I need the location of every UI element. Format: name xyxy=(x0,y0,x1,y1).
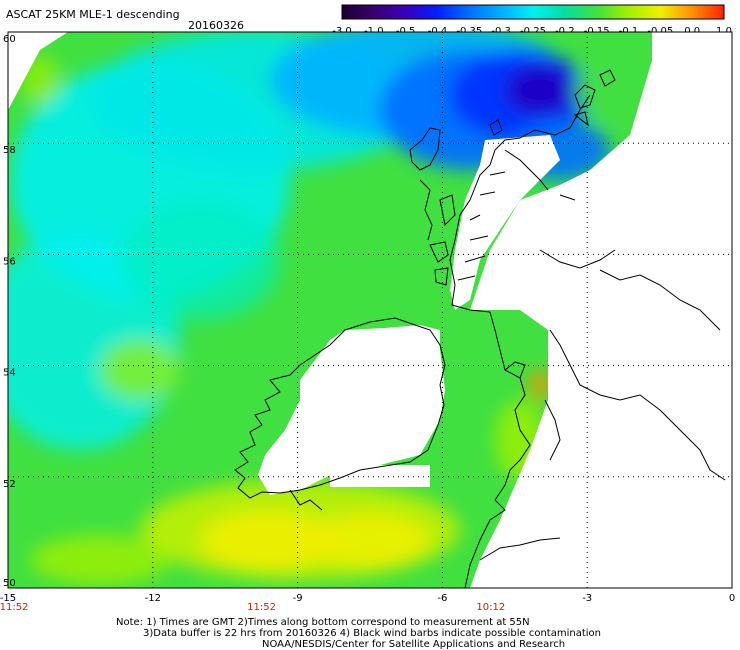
latitude-label: 58 xyxy=(3,145,16,156)
colorbar-frame xyxy=(341,4,725,20)
footnote-line-2: 3)Data buffer is 22 hrs from 20160326 4)… xyxy=(143,628,601,639)
wind-data-field xyxy=(8,32,652,588)
plot-frame xyxy=(7,31,733,589)
latitude-label: 52 xyxy=(3,479,16,490)
longitude-label: -12 xyxy=(145,593,161,604)
land-mask xyxy=(258,32,732,588)
longitude-labels: -15 -12 -9 -6 -3 0 xyxy=(0,593,735,604)
longitude-label: -6 xyxy=(437,593,447,604)
colorbar-gradient xyxy=(342,5,724,19)
footnote-line-1: Note: 1) Times are GMT 2)Times along bot… xyxy=(116,617,530,628)
latitude-label: 56 xyxy=(3,256,16,267)
longitude-label: -15 xyxy=(0,593,16,604)
longitude-label: -9 xyxy=(293,593,303,604)
measurement-time-label: 11:52 xyxy=(247,602,276,613)
measurement-time-label: 10:12 xyxy=(476,602,505,613)
latitude-label: 60 xyxy=(3,34,16,45)
footnote-line-3: NOAA/NESDIS/Center for Satellite Applica… xyxy=(262,639,566,650)
product-title: ASCAT 25KM MLE-1 descending xyxy=(6,8,180,21)
latitude-labels: 60 58 56 54 52 50 xyxy=(3,34,16,589)
longitude-label: 0 xyxy=(729,593,735,604)
latitude-label: 50 xyxy=(3,578,16,589)
measurement-time-label: 11:52 xyxy=(0,602,28,613)
longitude-label: -3 xyxy=(582,593,592,604)
latitude-label: 54 xyxy=(3,368,16,379)
product-date: 20160326 xyxy=(188,19,244,32)
time-labels: 11:52 11:52 10:12 xyxy=(0,602,505,613)
coastlines xyxy=(234,69,726,588)
colorbar xyxy=(341,4,725,20)
